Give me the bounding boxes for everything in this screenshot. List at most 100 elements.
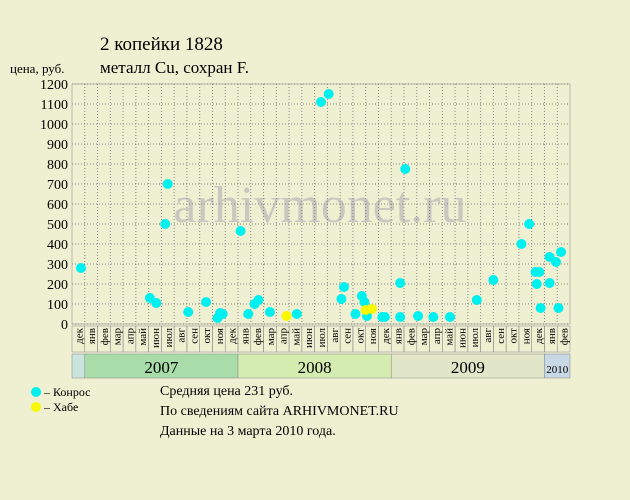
x-tick-label: янв — [239, 328, 251, 344]
point — [544, 278, 555, 288]
point — [264, 307, 275, 317]
note: Средняя цена 231 руб. — [160, 384, 293, 399]
x-tick-label: мар — [418, 328, 430, 346]
year-label: 2010 — [546, 364, 569, 376]
point — [444, 312, 455, 322]
x-tick-label: окт — [201, 328, 213, 344]
x-tick-label: апр — [124, 328, 136, 345]
x-tick-label: мар — [112, 328, 124, 346]
year-band — [84, 353, 239, 379]
x-tick-label: фев — [99, 328, 111, 345]
x-tick-label: янв — [393, 328, 405, 344]
x-tick-label: июн — [456, 328, 468, 348]
point — [400, 164, 411, 174]
note: Данные на 3 марта 2010 года. — [160, 424, 336, 439]
point — [516, 239, 527, 249]
y-tick-label: 200 — [47, 278, 68, 293]
point — [531, 279, 542, 289]
x-tick-label: июл — [469, 327, 481, 347]
point — [323, 89, 334, 99]
x-tick-label: авг — [482, 328, 494, 343]
y-tick-label: 100 — [47, 298, 68, 313]
y-tick-label: 700 — [47, 178, 68, 193]
point — [336, 294, 347, 304]
point — [162, 179, 173, 189]
point — [243, 309, 254, 319]
x-tick-label: ноя — [214, 328, 226, 344]
point — [151, 298, 162, 308]
point — [534, 267, 545, 277]
y-tick-label: 900 — [47, 138, 68, 153]
y-axis-label: цена, руб. — [10, 61, 64, 76]
y-tick-label: 1200 — [40, 78, 68, 93]
x-tick-label: ноя — [367, 328, 379, 344]
point — [291, 309, 302, 319]
x-tick-label: мар — [265, 328, 277, 346]
point — [160, 219, 171, 229]
plot-frame — [71, 83, 571, 325]
y-tick-label: 1000 — [40, 118, 68, 133]
x-tick-label: апр — [278, 328, 290, 345]
x-tick-label: авг — [176, 328, 188, 343]
x-tick-label: янв — [86, 328, 98, 344]
chart-title: 2 копейки 1828 — [100, 34, 223, 55]
year-label: 2007 — [144, 358, 179, 377]
point — [471, 295, 482, 305]
y-tick-label: 800 — [47, 158, 68, 173]
point — [535, 303, 546, 313]
year-band — [71, 353, 86, 379]
x-tick-label: июл — [316, 327, 328, 347]
point — [395, 312, 406, 322]
x-tick-label: окт — [508, 328, 520, 344]
chart-subtitle: металл Cu, сохран F. — [100, 58, 249, 77]
month-cell — [556, 325, 571, 353]
point — [550, 257, 561, 267]
x-tick-label: фев — [252, 328, 264, 345]
point — [75, 263, 86, 273]
year-band — [544, 353, 571, 379]
y-tick-label: 500 — [47, 218, 68, 233]
x-tick-label: май — [290, 328, 302, 346]
x-tick-label: июл — [163, 327, 175, 347]
y-tick-label: 1100 — [41, 98, 68, 113]
x-tick-label: апр — [431, 328, 443, 345]
x-tick-label: фев — [559, 328, 571, 345]
x-tick-label: сен — [188, 328, 200, 344]
x-tick-label: май — [444, 328, 456, 346]
point — [359, 297, 370, 307]
point — [367, 304, 378, 314]
year-label: 2009 — [451, 358, 485, 377]
x-tick-label: янв — [546, 328, 558, 344]
point — [553, 303, 564, 313]
x-tick-label: сен — [342, 328, 354, 344]
x-tick-label: июн — [150, 328, 162, 348]
point — [217, 309, 228, 319]
watermark: arhivmonet.ru — [173, 177, 466, 234]
point — [253, 295, 264, 305]
year-label: 2008 — [298, 358, 332, 377]
point — [350, 309, 361, 319]
point — [338, 282, 349, 292]
year-band — [390, 353, 545, 379]
point — [428, 312, 439, 322]
point — [201, 297, 212, 307]
x-tick-label: дек — [380, 327, 392, 343]
point — [183, 307, 194, 317]
point — [556, 247, 567, 257]
y-tick-label: 600 — [47, 198, 68, 213]
point — [395, 278, 406, 288]
y-tick-label: 300 — [47, 258, 68, 273]
year-band — [237, 353, 392, 379]
point — [316, 97, 326, 107]
legend-label: – Конрос — [43, 385, 90, 399]
x-tick-label: июн — [303, 328, 315, 348]
point — [379, 312, 390, 322]
legend-label: – Хабе — [43, 400, 78, 414]
x-tick-label: сен — [495, 328, 507, 344]
x-tick-label: окт — [354, 328, 366, 344]
legend-marker — [31, 387, 41, 397]
point — [524, 219, 535, 229]
x-tick-label: дек — [533, 327, 545, 343]
x-tick-label: ноя — [520, 328, 532, 344]
